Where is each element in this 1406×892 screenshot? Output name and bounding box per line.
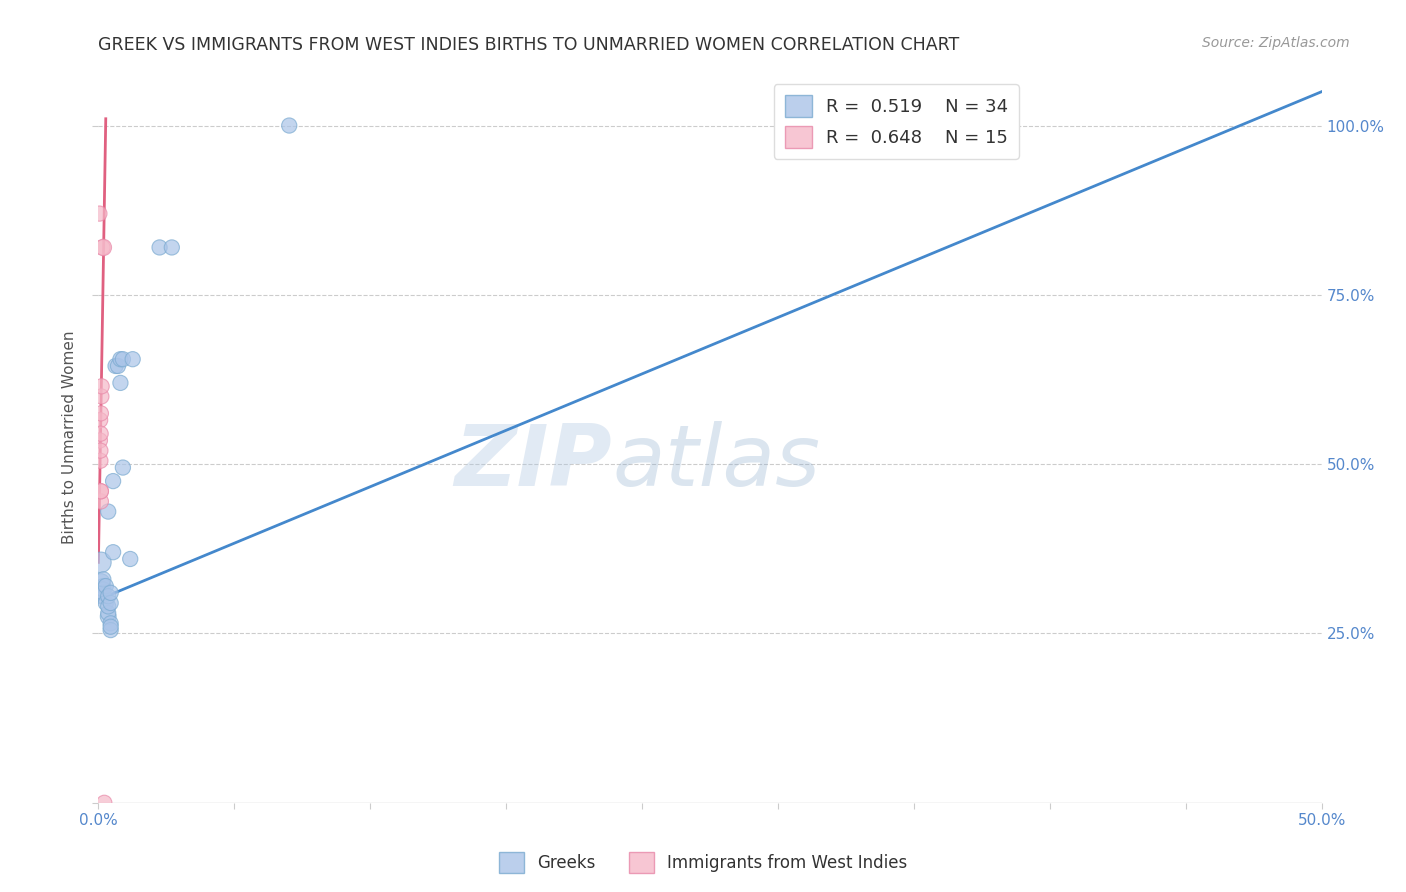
Point	[94, 596, 117, 610]
Point	[89, 434, 111, 448]
Point	[91, 240, 114, 254]
Point	[91, 586, 114, 600]
Point	[101, 545, 124, 559]
Point	[97, 599, 120, 614]
Point	[104, 359, 127, 373]
Point	[111, 460, 134, 475]
Point	[111, 352, 134, 367]
Text: atlas: atlas	[612, 421, 820, 504]
Point	[90, 589, 112, 603]
Y-axis label: Births to Unmarried Women: Births to Unmarried Women	[62, 330, 77, 544]
Point	[90, 426, 112, 441]
Text: Source: ZipAtlas.com: Source: ZipAtlas.com	[1202, 36, 1350, 50]
Point	[107, 359, 129, 373]
Point	[110, 352, 132, 367]
Point	[91, 572, 114, 586]
Point	[160, 240, 183, 254]
Point	[100, 623, 122, 637]
Point	[278, 119, 301, 133]
Point	[90, 494, 112, 508]
Point	[97, 589, 120, 603]
Point	[91, 582, 114, 597]
Point	[100, 596, 122, 610]
Legend: R =  0.519    N = 34, R =  0.648    N = 15: R = 0.519 N = 34, R = 0.648 N = 15	[773, 84, 1019, 159]
Point	[100, 616, 122, 631]
Point	[90, 555, 112, 569]
Point	[90, 575, 112, 590]
Point	[90, 406, 112, 420]
Point	[91, 589, 114, 603]
Point	[97, 606, 120, 620]
Legend: Greeks, Immigrants from West Indies: Greeks, Immigrants from West Indies	[492, 846, 914, 880]
Point	[93, 796, 115, 810]
Point	[97, 505, 120, 519]
Point	[89, 443, 111, 458]
Point	[149, 240, 172, 254]
Point	[90, 484, 112, 499]
Point	[110, 376, 132, 390]
Point	[101, 474, 124, 488]
Point	[91, 240, 114, 254]
Point	[90, 582, 112, 597]
Point	[120, 552, 142, 566]
Point	[121, 352, 143, 367]
Point	[97, 609, 120, 624]
Point	[89, 206, 111, 220]
Point	[89, 413, 111, 427]
Point	[91, 579, 114, 593]
Point	[94, 579, 117, 593]
Point	[89, 454, 111, 468]
Point	[90, 379, 112, 393]
Text: ZIP: ZIP	[454, 421, 612, 504]
Point	[100, 586, 122, 600]
Point	[90, 389, 112, 403]
Point	[90, 484, 112, 499]
Point	[100, 620, 122, 634]
Text: GREEK VS IMMIGRANTS FROM WEST INDIES BIRTHS TO UNMARRIED WOMEN CORRELATION CHART: GREEK VS IMMIGRANTS FROM WEST INDIES BIR…	[98, 36, 960, 54]
